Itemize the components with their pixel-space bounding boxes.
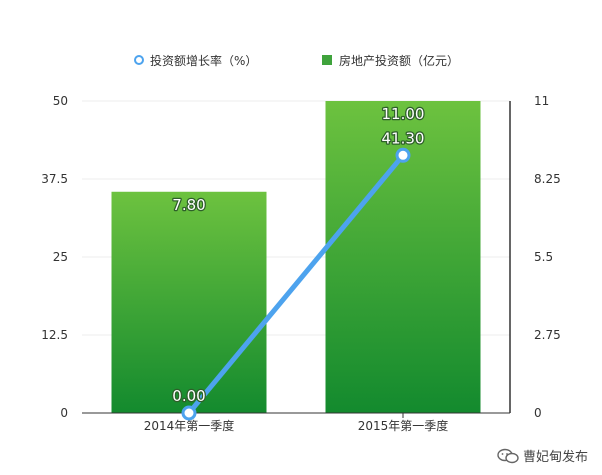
line-point	[181, 405, 197, 421]
line-marker-icon	[134, 55, 144, 65]
y-left-tick-label: 25	[53, 250, 68, 264]
bar	[111, 191, 267, 413]
y-right-tick-label: 0	[534, 406, 542, 420]
x-tick-label: 2014年第一季度	[144, 418, 235, 433]
bar-data-label-outline: 7.80	[172, 196, 205, 214]
line-data-label-outline: 41.30	[382, 129, 425, 147]
y-left-tick-label: 50	[53, 94, 68, 108]
line-data-label: 0.00	[172, 387, 205, 405]
watermark: 曹妃甸发布	[497, 446, 588, 465]
line-data-label-outline: 0.00	[172, 387, 205, 405]
bar-data-label: 11.00	[382, 105, 425, 123]
legend-label-growth-rate: 投资额增长率（%）	[150, 54, 258, 68]
y-right-tick-label: 8.25	[534, 172, 561, 186]
y-left-tick-label: 37.5	[41, 172, 68, 186]
y-right-tick-label: 2.75	[534, 328, 561, 342]
legend: 投资额增长率（%） 房地产投资额（亿元）	[0, 52, 602, 72]
wechat-icon	[497, 448, 519, 463]
y-right-tick-label: 11	[534, 94, 549, 108]
bar-swatch-icon	[322, 55, 332, 65]
y-left-tick-label: 0	[60, 406, 68, 420]
line-data-label: 41.30	[382, 129, 425, 147]
axes: 0 12.5 25 37.5 50 0 2.75 5.5 8.25 11 2014年第一季度 2015…	[41, 94, 560, 433]
line-series	[181, 147, 411, 421]
watermark-text: 曹妃甸发布	[522, 450, 588, 465]
legend-item-growth-rate[interactable]: 投资额增长率（%）	[132, 52, 257, 70]
x-tick-label: 2015年第一季度	[358, 418, 449, 433]
line-path	[187, 153, 405, 415]
y-left-tick-label: 12.5	[41, 328, 68, 342]
bar-data-label: 7.80	[172, 196, 205, 214]
legend-label-investment: 房地产投资额（亿元）	[339, 54, 460, 68]
line-point	[395, 147, 411, 163]
legend-item-investment[interactable]: 房地产投资额（亿元）	[321, 52, 459, 70]
y-right-tick-label: 5.5	[534, 250, 553, 264]
bar-data-label-outline: 11.00	[382, 105, 425, 123]
